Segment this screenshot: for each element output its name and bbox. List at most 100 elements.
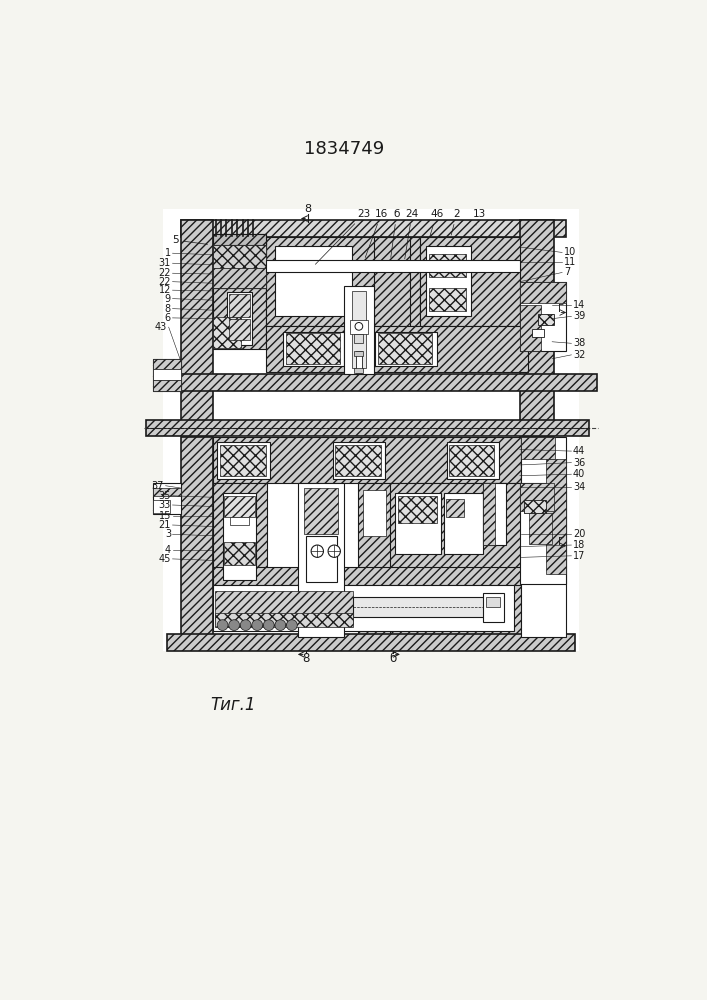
Bar: [229, 294, 250, 317]
Bar: [354, 351, 363, 356]
Bar: [520, 483, 566, 584]
Text: 1: 1: [165, 248, 171, 258]
Bar: [546, 459, 566, 574]
Bar: [446, 499, 464, 517]
Bar: [181, 220, 214, 434]
Bar: [181, 437, 214, 636]
Bar: [429, 254, 466, 277]
Bar: [214, 437, 521, 483]
Bar: [214, 317, 241, 348]
Bar: [447, 442, 499, 479]
Bar: [354, 368, 363, 373]
Bar: [486, 597, 500, 607]
Circle shape: [264, 620, 274, 631]
Text: б: б: [391, 209, 399, 257]
Bar: [520, 305, 542, 351]
Bar: [217, 442, 269, 479]
Text: 8: 8: [165, 304, 171, 314]
Text: 18: 18: [573, 540, 585, 550]
Bar: [230, 517, 249, 525]
Bar: [333, 442, 385, 479]
Bar: [398, 496, 437, 523]
Bar: [214, 245, 266, 268]
Text: 39: 39: [573, 311, 585, 321]
Bar: [181, 374, 597, 391]
Text: 13: 13: [472, 209, 486, 225]
Bar: [520, 282, 566, 351]
Bar: [214, 268, 266, 288]
Bar: [163, 209, 579, 651]
Text: 9: 9: [165, 294, 171, 304]
Bar: [153, 369, 181, 380]
Bar: [214, 288, 266, 349]
Bar: [520, 437, 554, 636]
Text: Г: Г: [558, 537, 563, 547]
Bar: [153, 488, 181, 496]
Bar: [153, 359, 181, 369]
Bar: [350, 320, 368, 334]
Bar: [283, 332, 344, 366]
Text: 34: 34: [573, 482, 585, 492]
Bar: [335, 445, 381, 476]
Bar: [215, 613, 354, 627]
Circle shape: [240, 620, 251, 631]
Text: 35: 35: [158, 491, 171, 501]
Bar: [444, 493, 483, 554]
Bar: [214, 234, 266, 288]
Bar: [354, 334, 363, 343]
Bar: [520, 220, 554, 434]
Circle shape: [217, 620, 228, 631]
Text: 37: 37: [152, 481, 164, 491]
Bar: [521, 437, 555, 459]
Bar: [304, 488, 338, 534]
Text: 6: 6: [165, 313, 171, 323]
Bar: [483, 483, 495, 545]
Text: 5: 5: [172, 235, 208, 245]
Bar: [214, 585, 514, 631]
Text: 1834749: 1834749: [304, 140, 385, 158]
Bar: [298, 483, 344, 637]
Bar: [483, 593, 504, 622]
Bar: [266, 260, 520, 272]
Text: 33: 33: [159, 500, 171, 510]
Text: 8: 8: [305, 204, 312, 214]
Bar: [181, 220, 566, 237]
Bar: [358, 483, 392, 637]
Text: 24: 24: [404, 209, 419, 259]
Bar: [356, 351, 362, 373]
Bar: [344, 286, 373, 374]
Bar: [420, 237, 520, 326]
Text: 16: 16: [366, 209, 388, 258]
Bar: [395, 493, 441, 554]
Text: 14: 14: [573, 300, 585, 310]
Bar: [429, 288, 466, 311]
Text: 36: 36: [573, 458, 585, 468]
Text: Г: Г: [558, 304, 563, 314]
Bar: [153, 359, 181, 391]
Text: 10: 10: [563, 247, 576, 257]
Text: 15: 15: [158, 511, 171, 521]
Bar: [215, 591, 354, 624]
Text: 44: 44: [573, 446, 585, 456]
Bar: [354, 597, 492, 617]
Bar: [375, 332, 437, 366]
Bar: [538, 314, 554, 325]
Bar: [449, 445, 493, 476]
Text: Τиг.1: Τиг.1: [210, 696, 255, 714]
Bar: [520, 282, 566, 303]
Bar: [529, 513, 552, 544]
Text: 45: 45: [158, 554, 171, 564]
Bar: [146, 420, 589, 436]
Text: 38: 38: [573, 338, 585, 348]
Bar: [525, 500, 546, 513]
Circle shape: [275, 620, 286, 631]
Bar: [219, 445, 266, 476]
Bar: [426, 246, 471, 316]
Text: 11: 11: [563, 257, 576, 267]
Text: 7: 7: [563, 267, 570, 277]
Bar: [378, 333, 432, 364]
Bar: [227, 292, 252, 345]
Bar: [266, 326, 527, 372]
Bar: [520, 483, 554, 511]
Circle shape: [328, 545, 340, 557]
